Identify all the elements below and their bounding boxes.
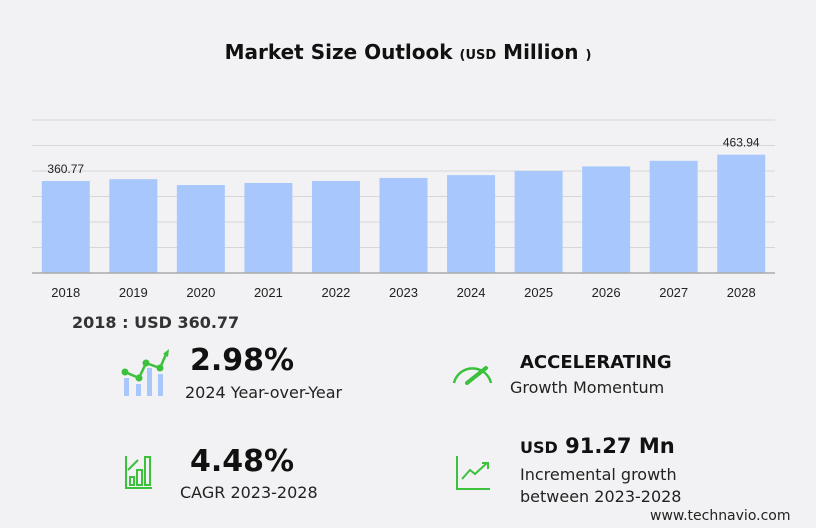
cagr-bar-icon (125, 456, 152, 489)
incremental-growth-icon (456, 456, 490, 490)
bar-chart: 2018 360.77 2019 2020 2021 2022 2023 2024 2025 20… (32, 119, 775, 300)
incr-value: 91.27 Mn (565, 434, 675, 458)
base-year-value: 2018 : USD 360.77 (72, 313, 240, 332)
x-tick-label: 2022 (321, 285, 350, 300)
bar (244, 182, 293, 273)
cagr-label: CAGR 2023-2028 (180, 483, 318, 502)
title-unit-prefix: USD (465, 48, 497, 63)
title-text: Market Size Outlook (224, 40, 453, 64)
x-tick-label: 2026 (592, 285, 621, 300)
data-label: 463.94 (723, 136, 760, 150)
x-tick-label: 2028 (727, 285, 756, 300)
x-tick-label: 2019 (119, 285, 148, 300)
bar (717, 154, 766, 273)
x-tick-label: 2023 (389, 285, 418, 300)
bar (649, 160, 698, 273)
bar (176, 185, 225, 273)
bar (447, 175, 496, 273)
x-tick-label: 2021 (254, 285, 283, 300)
footer-url: www.technavio.com (650, 508, 791, 524)
yoy-chart-icon (121, 349, 169, 396)
x-tick-label: 2018 (51, 285, 80, 300)
bar (514, 171, 563, 273)
cagr-value: 4.48% (190, 444, 295, 479)
x-tick-label: 2020 (186, 285, 215, 300)
bar (311, 180, 360, 273)
yoy-value: 2.98% (190, 343, 295, 378)
incr-label-1: Incremental growth (520, 465, 677, 484)
x-tick-label: 2024 (457, 285, 486, 300)
bar (582, 166, 631, 273)
bar (379, 177, 428, 273)
data-label: 360.77 (47, 162, 84, 176)
chart-title: Market Size Outlook (USD Million ) (224, 40, 592, 64)
yoy-label: 2024 Year-over-Year (185, 383, 343, 402)
momentum-value: ACCELERATING (520, 352, 672, 373)
bar (109, 179, 158, 273)
x-tick-label: 2027 (659, 285, 688, 300)
momentum-label: Growth Momentum (510, 378, 665, 397)
incr-prefix: USD (520, 438, 558, 457)
x-tick-label: 2025 (524, 285, 553, 300)
title-unit: Million (503, 40, 579, 64)
bar (41, 181, 90, 273)
incr-label-2: between 2023-2028 (520, 487, 682, 506)
speedometer-icon (452, 366, 493, 385)
